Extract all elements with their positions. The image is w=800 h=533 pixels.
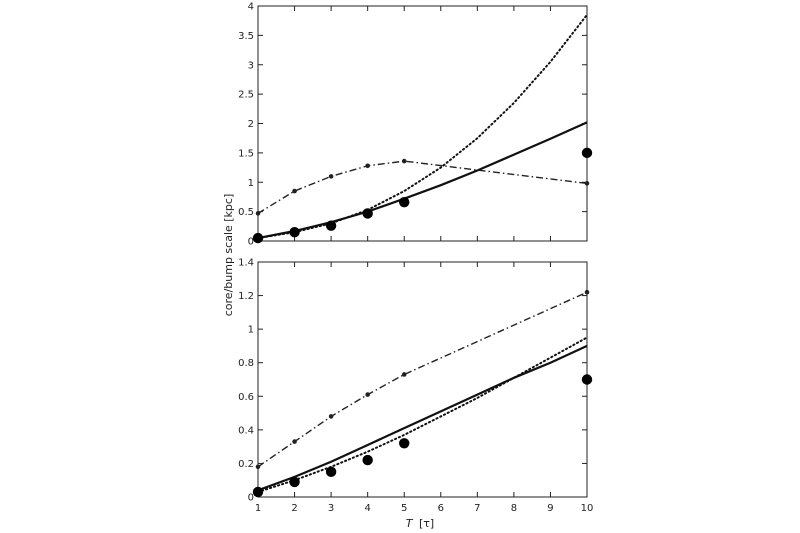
top-y-tick-label: 3.5 (238, 31, 254, 42)
x-axis-unit: [τ] (419, 517, 434, 530)
top-y-tick-label: 0 (248, 237, 254, 248)
top-data-point (325, 220, 337, 231)
top-dashdot-series-marker (292, 188, 297, 194)
top-y-tick-label: 4 (248, 2, 254, 13)
top-dashdot-series-marker (401, 158, 407, 164)
top-y-tick-label: 1 (248, 178, 254, 189)
bottom-solid-series-line (257, 344, 588, 492)
x-tick-label: 7 (474, 503, 480, 514)
top-data-point (362, 208, 373, 219)
bottom-dashdot-series-marker (584, 289, 590, 295)
bottom-dotted-series-line (257, 336, 588, 493)
bottom-y-tick-label: 0.6 (238, 392, 254, 403)
top-dashdot-series-marker (584, 181, 590, 186)
bottom-dashdot-series-line (257, 291, 588, 468)
bottom-data-point (399, 438, 410, 449)
top-data-point (581, 147, 593, 159)
top-y-tick-label: 2 (248, 119, 254, 130)
y-axis-label: core/bump scale [kpc] (222, 194, 235, 317)
top-y-tick-label: 0.5 (238, 207, 254, 218)
top-dashdot-series-marker (255, 211, 261, 216)
x-tick-label: 2 (291, 503, 297, 514)
bottom-y-tick-label: 1.4 (238, 258, 254, 269)
top-dashdot-series-marker (365, 163, 370, 169)
top-dashdot-series-line (257, 160, 588, 214)
bottom-panel-frame (257, 261, 588, 498)
top-y-tick-label: 2.5 (238, 90, 254, 101)
top-dashdot-series-marker (328, 174, 334, 179)
x-tick-label: 9 (547, 503, 553, 514)
top-y-tick-label: 1.5 (238, 148, 254, 159)
bottom-y-tick-label: 1.2 (238, 291, 254, 302)
bottom-y-tick-label: 0.4 (238, 425, 254, 436)
bottom-dashdot-series-marker (365, 392, 370, 397)
x-tick-label: 4 (364, 503, 370, 514)
bottom-data-point (581, 374, 593, 385)
top-panel: 0 0.5 1 1.5 2 2.5 3 3.5 4 (238, 2, 593, 248)
top-data-point (252, 232, 264, 244)
top-data-point (289, 226, 300, 238)
x-axis-symbol: T (406, 517, 414, 530)
bottom-y-tick-label: 0.8 (238, 358, 254, 369)
bottom-dashdot-series-marker (328, 414, 334, 419)
top-y-tick-label: 3 (248, 60, 254, 71)
bottom-y-tick-label: 1 (248, 325, 254, 336)
bottom-dashdot-series-marker (292, 439, 297, 444)
bottom-dashdot-series-marker (255, 464, 261, 470)
top-panel-frame (257, 5, 588, 242)
bottom-data-point (289, 476, 300, 488)
x-tick-label: 6 (438, 503, 444, 514)
bottom-dashdot-series-marker (401, 372, 407, 377)
top-dotted-series-line (257, 13, 588, 240)
x-tick-label: 10 (581, 503, 594, 514)
bottom-data-point (325, 466, 337, 478)
x-tick-label: 3 (328, 503, 334, 514)
x-tick-label: 5 (401, 503, 407, 514)
bottom-y-tick-label: 0 (248, 493, 254, 504)
top-data-point (399, 197, 410, 208)
x-tick-label: 8 (511, 503, 517, 514)
bottom-data-point (252, 486, 264, 498)
bottom-y-tick-label: 0.2 (238, 459, 254, 470)
bottom-data-point (362, 454, 373, 466)
bottom-panel: 0 0.2 0.4 0.6 0.8 1 1.2 1.4 1 2 3 4 5 6 7 8 9 10 (238, 258, 593, 515)
x-tick-label: 1 (255, 503, 261, 514)
top-solid-series-line (257, 121, 588, 240)
x-axis-label: T [τ] (406, 517, 434, 530)
